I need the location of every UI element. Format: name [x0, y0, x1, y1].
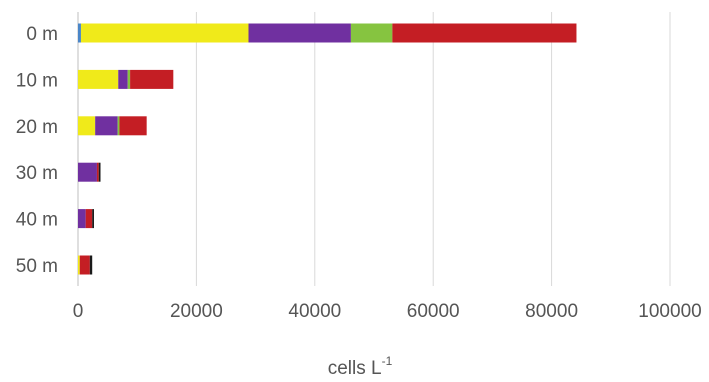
bar-segment	[127, 69, 131, 89]
bar-segment	[117, 116, 120, 136]
bar-segment	[248, 23, 351, 43]
x-tick-label: 40000	[288, 301, 341, 322]
x-tick-label: 80000	[525, 301, 578, 322]
x-axis-title-superscript: -1	[382, 354, 393, 368]
y-tick-label: 30 m	[16, 163, 58, 184]
bar-segment	[95, 116, 118, 136]
bar-segment	[78, 69, 119, 89]
y-tick-label: 0 m	[26, 24, 58, 45]
bar-segment	[98, 162, 101, 182]
bar-segment	[79, 255, 90, 275]
bar-segment	[130, 69, 174, 89]
y-tick-label: 40 m	[16, 210, 58, 231]
bar-segment	[118, 69, 128, 89]
y-tick-label: 50 m	[16, 256, 58, 277]
bar-segment	[78, 209, 86, 229]
bar-segment	[89, 255, 93, 275]
x-axis-title: cells L-1	[328, 354, 393, 379]
x-tick-label: 100000	[638, 301, 701, 322]
bar-segment	[80, 23, 249, 43]
x-axis-title-text: cells L	[328, 358, 382, 379]
x-tick-labels: 0 20000 40000 60000 80000 100000	[73, 301, 702, 322]
bar-segment	[78, 255, 80, 275]
bar-segment	[96, 162, 99, 182]
x-tick-label: 60000	[407, 301, 460, 322]
bar-segment	[92, 209, 94, 229]
bar-segment	[78, 23, 81, 43]
bar-segment	[350, 23, 393, 43]
grid-lines	[77, 12, 671, 286]
y-tick-label: 10 m	[16, 70, 58, 91]
y-tick-labels: 0 m 10 m 20 m 30 m 40 m 50 m	[16, 24, 58, 277]
x-tick-label: 0	[73, 301, 84, 322]
bar-segment	[392, 23, 577, 43]
bar-segment	[78, 116, 96, 136]
bars	[78, 23, 577, 275]
bar-segment	[85, 209, 93, 229]
y-tick-label: 20 m	[16, 117, 58, 138]
x-tick-label: 20000	[170, 301, 223, 322]
bar-segment	[119, 116, 147, 136]
bar-segment	[78, 162, 97, 182]
